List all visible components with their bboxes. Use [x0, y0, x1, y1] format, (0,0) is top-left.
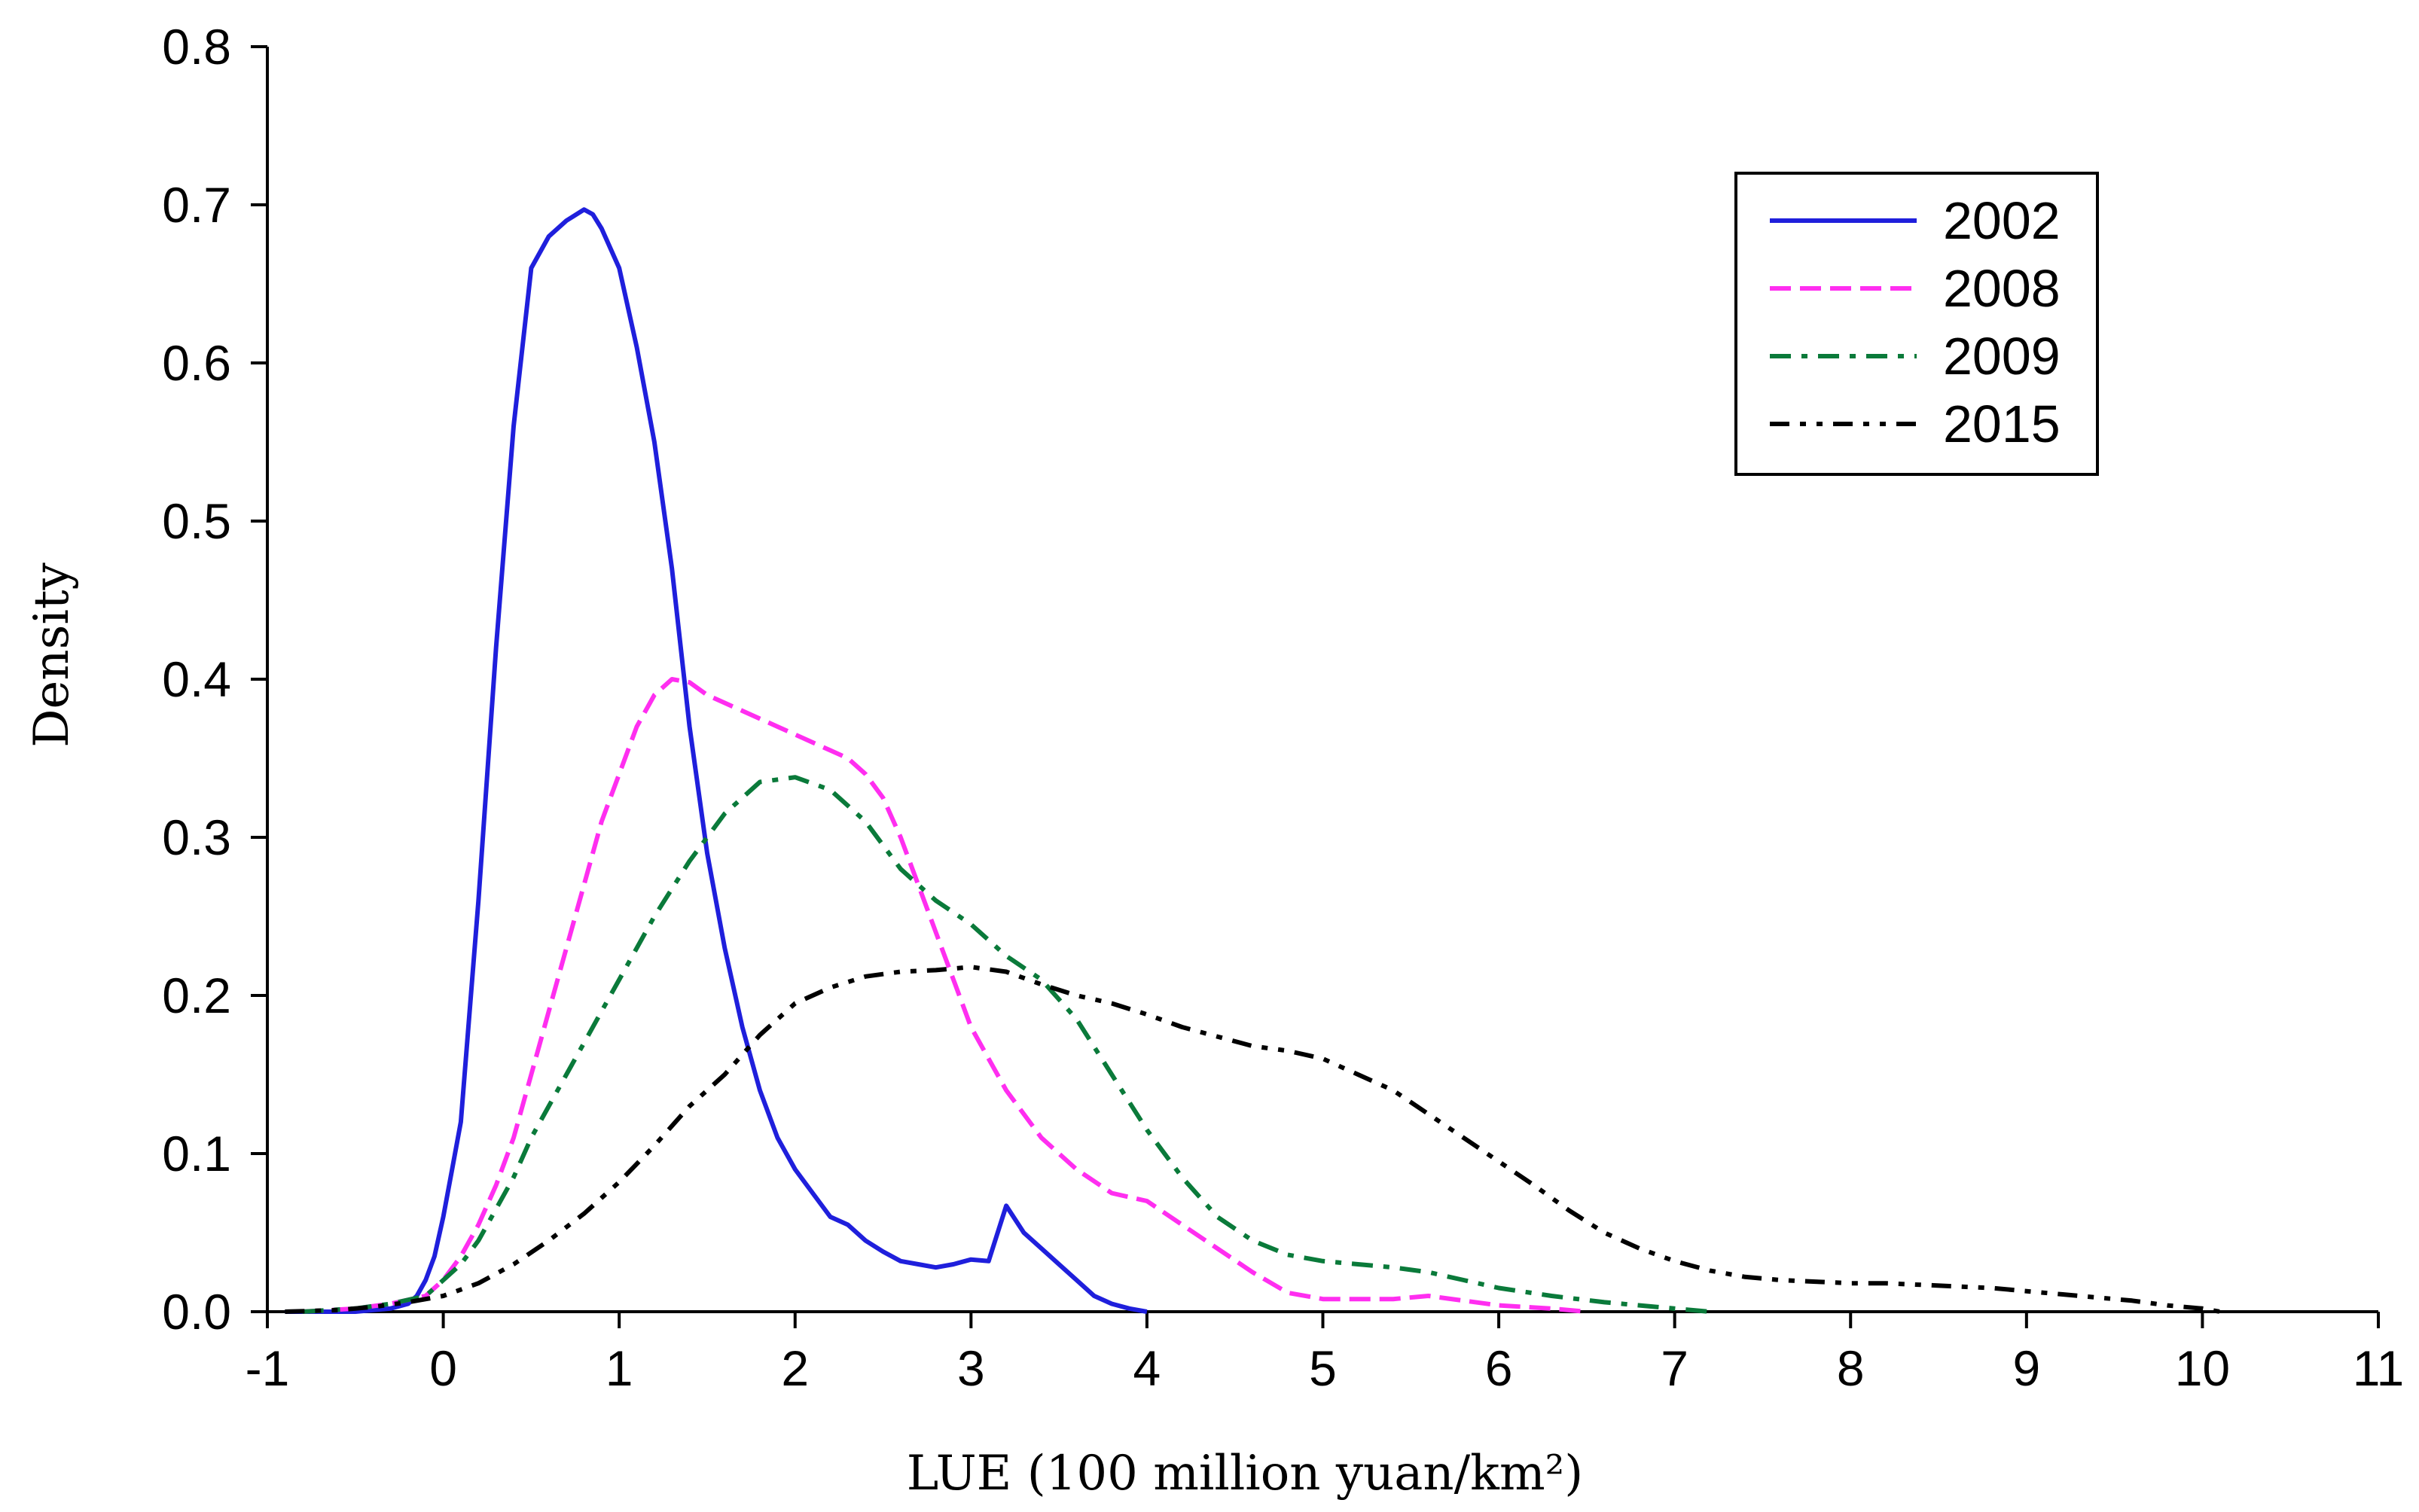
x-tick-label: 5 [1309, 1340, 1337, 1396]
series-line-2008 [302, 677, 1588, 1314]
legend-box [1734, 172, 2099, 476]
y-tick-label: 0.8 [162, 19, 231, 75]
series-line-2015 [285, 965, 2221, 1314]
y-tick-label: 0.7 [162, 177, 231, 233]
x-tick-label: 3 [957, 1340, 985, 1396]
legend: 2002 2008 2009 2015 [1734, 172, 2099, 476]
x-tick-label: 2 [781, 1340, 809, 1396]
y-tick-label: 0.1 [162, 1126, 231, 1181]
x-tick-label: 11 [2353, 1340, 2405, 1396]
y-tick-label: 0.3 [162, 809, 231, 865]
x-tick-label: 6 [1485, 1340, 1513, 1396]
x-tick-label: 10 [2175, 1340, 2230, 1396]
series-line-2009 [302, 775, 1710, 1314]
x-axis-label: LUE (100 million yuan/km²) [907, 1446, 1584, 1501]
y-tick-label: 0.2 [162, 968, 231, 1023]
legend-label-2002: 2002 [1943, 191, 2061, 250]
x-tick-label: 0 [429, 1340, 457, 1396]
axes: -1 0 1 2 3 4 5 6 7 8 9 10 11 0.0 0.1 0.2 0.3 0.4 0.5 0.6 0.7… [162, 19, 2404, 1396]
legend-label-2008: 2008 [1943, 259, 2061, 318]
legend-label-2015: 2015 [1943, 395, 2061, 453]
y-tick-label: 0.0 [162, 1284, 231, 1340]
x-tick-label: 8 [1837, 1340, 1865, 1396]
series-line-2002 [285, 207, 1148, 1314]
x-tick-label: 9 [2012, 1340, 2040, 1396]
legend-label-2009: 2009 [1943, 327, 2061, 386]
y-axis-label: Density [24, 562, 80, 748]
x-tick-label: 4 [1133, 1340, 1161, 1396]
x-tick-label: 7 [1661, 1340, 1688, 1396]
x-tick-label: 1 [606, 1340, 633, 1396]
y-tick-label: 0.6 [162, 335, 231, 391]
x-tick-label: -1 [246, 1340, 290, 1396]
series-lines [285, 207, 2221, 1314]
y-tick-label: 0.4 [162, 651, 231, 707]
y-tick-label: 0.5 [162, 493, 231, 549]
